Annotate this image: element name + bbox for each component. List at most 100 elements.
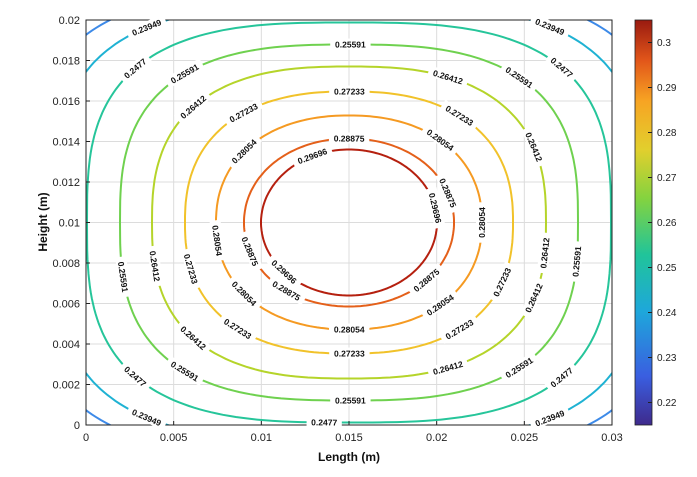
- y-tick-label: 0.004: [52, 339, 80, 351]
- colorbar-tick-label: 0.23: [657, 353, 677, 364]
- contour-label-bg: [146, 245, 164, 287]
- contour-label-bg: [217, 312, 258, 344]
- contour-label: 0.25591: [335, 39, 366, 49]
- contour-label-bg: [226, 275, 263, 312]
- contour-label-bg: [329, 347, 370, 359]
- contour-label-bg: [126, 404, 168, 430]
- contour-label-bg: [520, 277, 547, 319]
- contour-label-bg: [427, 65, 469, 88]
- contour-label: 0.29696: [296, 146, 329, 166]
- contour-label-bg: [329, 85, 370, 97]
- contour-label: 0.26412: [538, 237, 551, 269]
- contour-line: [243, 137, 455, 308]
- contour-label: 0.2477: [311, 417, 337, 427]
- y-tick-label: 0.01: [59, 218, 80, 230]
- contour-label-bg: [488, 261, 516, 303]
- contour-label: 0.25591: [504, 65, 535, 91]
- colorbar-ticks: 0.22 0.23 0.24 0.25 0.26 0.27 0.28 0.29 0.3: [648, 38, 677, 409]
- x-tick-label: 0.015: [335, 432, 363, 444]
- contour-label-bg: [568, 240, 584, 283]
- colorbar-tick-label: 0.22: [657, 398, 677, 409]
- y-tick-label: 0: [74, 420, 80, 432]
- contour-label-bg: [117, 52, 152, 84]
- y-axis-title: Height (m): [36, 192, 50, 251]
- contour-label-bg: [529, 13, 571, 40]
- y-axis-ticks: 0 0.002 0.004 0.006 0.008 0.01 0.012 0.014 0.016…: [52, 15, 90, 432]
- contour-label-bg: [330, 394, 371, 406]
- contour-label-bg: [237, 230, 264, 272]
- y-tick-label: 0.008: [52, 258, 80, 270]
- contour-label: 0.26412: [178, 324, 208, 352]
- contour-label-bg: [164, 58, 205, 89]
- contour-label: 0.28054: [425, 127, 456, 153]
- contour-label: 0.26412: [147, 250, 162, 282]
- contour-label-bg: [330, 38, 371, 50]
- contour-label-bg: [536, 232, 552, 274]
- contour-label-bg: [407, 262, 446, 298]
- contour-label-bg: [225, 133, 263, 170]
- contour-label-bg: [426, 356, 469, 379]
- contour-label-bg: [164, 355, 206, 387]
- x-tick-label: 0.03: [601, 432, 622, 444]
- contour-label-bg: [528, 405, 571, 431]
- x-axis-title: Length (m): [318, 450, 380, 464]
- x-tick-label: 0.02: [426, 432, 447, 444]
- contour-label: 0.26412: [523, 282, 545, 314]
- contour-label-bg: [291, 143, 334, 168]
- x-tick-label: 0: [83, 432, 89, 444]
- colorbar-tick-label: 0.25: [657, 263, 677, 274]
- contour-label-bg: [173, 89, 212, 125]
- contour-label-bg: [118, 360, 153, 392]
- contour-label: 0.25591: [116, 261, 130, 293]
- contour-label: 0.27233: [491, 266, 513, 298]
- contour-line: [184, 90, 514, 355]
- contour-label: 0.26412: [178, 93, 208, 121]
- contour-label: 0.25591: [570, 246, 583, 278]
- contour-label: 0.28054: [425, 292, 456, 318]
- contour-label: 0.29696: [427, 192, 444, 224]
- contour-label: 0.27233: [444, 103, 476, 128]
- contour-label-bg: [209, 219, 226, 262]
- contour-label-bg: [115, 256, 132, 298]
- colorbar-tick-label: 0.29: [657, 83, 677, 94]
- contour-label: 0.27233: [222, 316, 254, 341]
- contour-label: 0.28875: [334, 133, 365, 143]
- x-tick-label: 0.005: [160, 432, 188, 444]
- contour-line: [260, 148, 438, 297]
- y-tick-label: 0.02: [59, 15, 80, 27]
- contour-label-bg: [125, 14, 168, 40]
- colorbar-tick-label: 0.27: [657, 173, 677, 184]
- contour-label: 0.28054: [477, 207, 487, 238]
- contour-label-bg: [439, 99, 480, 131]
- contour-label-bg: [306, 416, 342, 428]
- y-tick-label: 0.012: [52, 177, 80, 189]
- contour-label-bg: [420, 288, 460, 321]
- contour-label: 0.27233: [444, 317, 476, 341]
- contour-label: 0.28054: [334, 324, 365, 334]
- contour-label-bg: [475, 202, 488, 243]
- contour-label-bg: [438, 313, 480, 345]
- contour-label-bg: [435, 171, 462, 214]
- contour-label: 0.28054: [210, 225, 224, 257]
- x-tick-label: 0.01: [251, 432, 272, 444]
- contour-label-bg: [180, 247, 203, 290]
- contour-label: 0.2477: [548, 365, 575, 389]
- contour-label-bg: [499, 61, 540, 93]
- contour-label: 0.27233: [228, 101, 260, 125]
- y-tick-label: 0.014: [52, 137, 80, 149]
- contour-label: 0.27233: [334, 86, 365, 96]
- colorbar-tick-label: 0.24: [657, 308, 677, 319]
- contour-label-bg: [425, 186, 446, 229]
- x-axis-ticks: 0 0.005 0.01 0.015 0.02 0.025 0.03: [83, 421, 623, 444]
- contour-label-bg: [265, 253, 304, 290]
- contour-label-bg: [328, 132, 370, 144]
- y-tick-label: 0.018: [52, 56, 80, 68]
- contour-label-bg: [266, 275, 307, 306]
- contour-label: 0.25591: [504, 355, 535, 380]
- contour-label: 0.2477: [122, 56, 149, 81]
- contour-label: 0.26412: [523, 131, 544, 163]
- y-tick-label: 0.006: [52, 299, 80, 311]
- contour-label: 0.25591: [335, 395, 366, 405]
